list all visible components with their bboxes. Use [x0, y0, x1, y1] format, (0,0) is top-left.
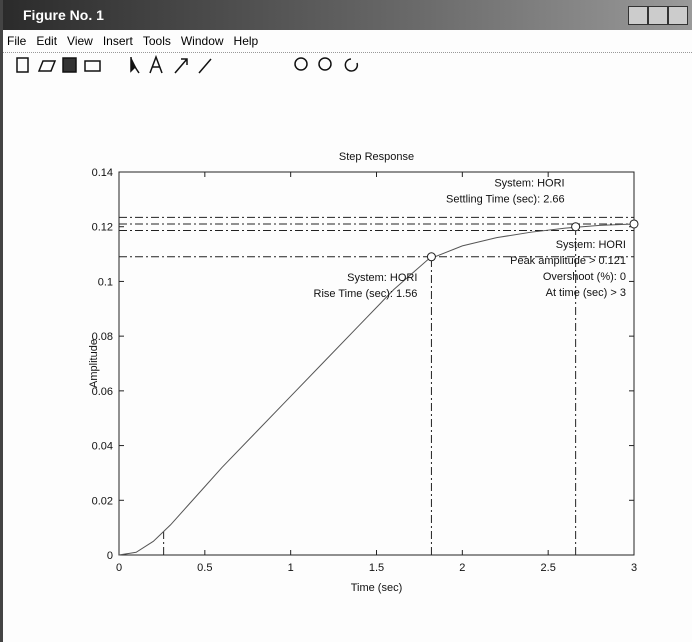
new-icon[interactable] — [17, 58, 28, 72]
y-axis-label: Amplitude — [88, 339, 100, 388]
chart-title: Step Response — [339, 151, 414, 163]
chart: Step Response Time (sec) Amplitude 0 0.02 0.0… — [3, 82, 692, 642]
x-tick-label: 2.5 — [541, 562, 556, 574]
x-axis-label: Time (sec) — [351, 582, 403, 594]
data-tip-marker — [630, 220, 638, 228]
title-bar: Figure No. 1 — [3, 0, 692, 30]
data-tip-marker — [572, 223, 580, 231]
arrow-icon[interactable] — [175, 59, 187, 73]
x-tick-label: 1.5 — [369, 562, 384, 574]
data-tip-text: Peak amplitude > 0.121 — [510, 255, 626, 267]
menu-bar: File Edit View Insert Tools Window Help — [3, 30, 692, 53]
menu-item[interactable]: Help — [234, 34, 259, 48]
select-icon[interactable] — [131, 57, 139, 73]
maximize-button[interactable] — [648, 6, 668, 25]
menu-item[interactable]: Window — [181, 34, 224, 48]
data-tip-text: System: HORI — [494, 178, 564, 190]
menu-item[interactable]: File — [7, 34, 26, 48]
y-tick-label: 0.02 — [92, 495, 113, 507]
y-tick-label: 0.14 — [92, 167, 113, 179]
data-tip-text: Settling Time (sec): 2.66 — [446, 194, 565, 206]
y-tick-label: 0.04 — [92, 441, 113, 453]
text-icon[interactable] — [150, 57, 162, 73]
data-tip-text: System: HORI — [347, 272, 417, 284]
zoom-in-icon[interactable] — [295, 58, 307, 70]
x-tick-label: 0.5 — [197, 562, 212, 574]
minimize-button[interactable] — [628, 6, 648, 25]
open-icon[interactable] — [39, 61, 55, 71]
close-button[interactable] — [668, 6, 688, 25]
y-tick-label: 0.06 — [92, 386, 113, 398]
print-icon[interactable] — [85, 61, 100, 71]
figure-window: Figure No. 1 File Edit View Insert Tools Wind… — [0, 0, 692, 642]
zoom-out-icon[interactable] — [319, 58, 331, 70]
menu-item[interactable]: Edit — [36, 34, 57, 48]
window-title: Figure No. 1 — [23, 7, 104, 23]
data-tip-text: At time (sec) > 3 — [546, 287, 626, 299]
x-tick-label: 2 — [459, 562, 465, 574]
y-tick-label: 0.1 — [98, 276, 113, 288]
x-tick-label: 1 — [288, 562, 294, 574]
toolbar — [3, 53, 692, 79]
menu-item[interactable]: View — [67, 34, 93, 48]
y-tick-label: 0 — [107, 550, 113, 562]
menu-item[interactable]: Insert — [103, 34, 133, 48]
save-icon[interactable] — [63, 58, 76, 72]
x-tick-label: 3 — [631, 562, 637, 574]
data-tip-text: Overshoot (%): 0 — [543, 271, 626, 283]
line-icon[interactable] — [199, 59, 211, 73]
data-tip-text: Rise Time (sec): 1.56 — [314, 288, 418, 300]
menu-item[interactable]: Tools — [143, 34, 171, 48]
y-tick-label: 0.12 — [92, 222, 113, 234]
data-tip-marker — [427, 253, 435, 261]
data-tip-text: System: HORI — [556, 239, 626, 251]
rotate-icon[interactable] — [345, 59, 357, 71]
y-tick-label: 0.08 — [92, 331, 113, 343]
x-tick-label: 0 — [116, 562, 122, 574]
